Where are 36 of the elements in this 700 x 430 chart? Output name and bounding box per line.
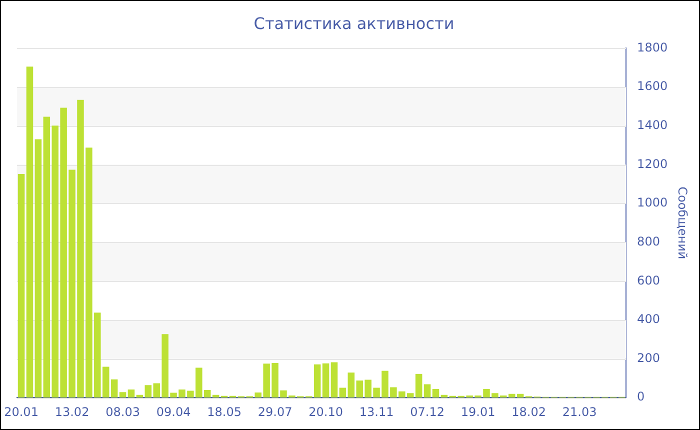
y-tick-label: 1000 — [637, 196, 668, 210]
x-tick-label: 20.01 — [4, 404, 38, 419]
y-tick-label: 0 — [637, 390, 645, 404]
x-tick-label: 29.07 — [258, 404, 292, 419]
bar — [18, 174, 25, 398]
y-tick-label: 1600 — [637, 79, 668, 94]
y-tick-label: 800 — [637, 234, 660, 248]
bar — [34, 139, 42, 398]
bar — [110, 379, 118, 398]
bar — [314, 364, 321, 398]
bar — [424, 384, 431, 398]
bar — [432, 389, 440, 398]
x-tick-label: 07.12 — [410, 404, 444, 419]
x-tick-label: 08.03 — [106, 404, 140, 419]
bar — [128, 389, 135, 398]
bar — [322, 363, 330, 398]
y-tick-label: 1400 — [637, 118, 668, 132]
x-tick-label: 20.10 — [308, 404, 343, 419]
bar — [330, 362, 338, 398]
x-tick-label: 18.02 — [512, 404, 546, 419]
x-tick-label: 18.05 — [207, 404, 242, 419]
x-tick-label: 19.01 — [460, 404, 496, 419]
y-axis-title: Сообщений — [676, 186, 690, 260]
y-tick-label: 1200 — [637, 156, 668, 171]
bar — [26, 66, 34, 398]
x-tick-label: 13.02 — [54, 404, 90, 419]
y-tick-label: 200 — [637, 350, 660, 365]
bar — [119, 392, 126, 398]
y-tick-label: 600 — [637, 273, 660, 288]
chart-title: Статистика активности — [254, 14, 454, 33]
x-tick-label: 13.11 — [359, 404, 394, 419]
y-tick-label: 400 — [637, 312, 660, 326]
bar — [339, 388, 346, 398]
x-tick-label: 21.03 — [562, 404, 597, 419]
x-tick-label: 09.04 — [156, 404, 191, 419]
y-tick-label: 1800 — [637, 40, 668, 54]
